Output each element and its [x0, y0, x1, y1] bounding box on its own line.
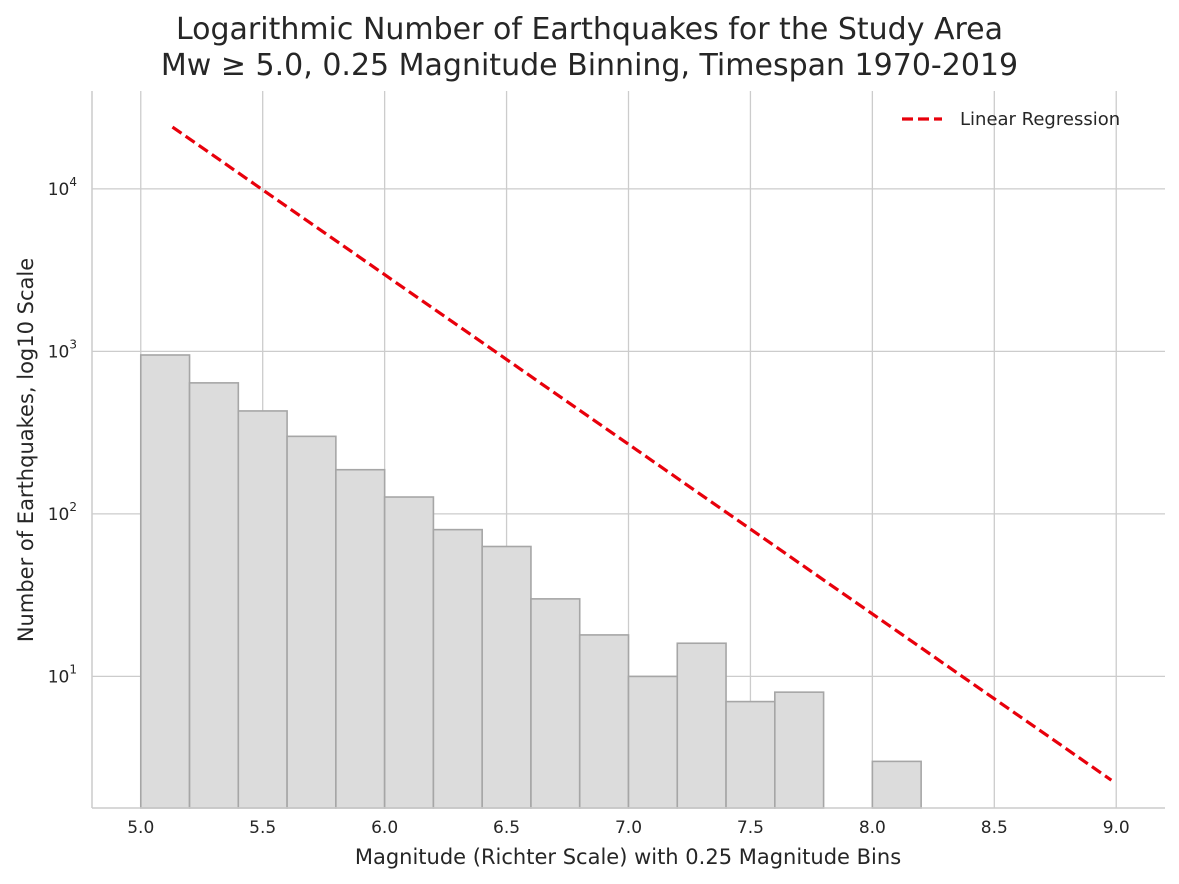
axes-layer: [91, 91, 1165, 809]
y-tick-label: 101: [48, 662, 77, 687]
histogram-bar: [383, 496, 435, 809]
y-tick-label: 102: [48, 500, 77, 525]
histogram-bar: [335, 468, 386, 809]
chart-subtitle: Mw ≥ 5.0, 0.25 Magnitude Binning, Timesp…: [160, 48, 1019, 83]
histogram-bar: [432, 528, 483, 809]
grid-layer: [92, 91, 1165, 808]
x-tick-label: 8.0: [859, 818, 886, 838]
chart-title: Logarithmic Number of Earthquakes for th…: [175, 12, 1004, 47]
histogram-bar: [676, 642, 727, 809]
bars-layer: [139, 354, 922, 809]
histogram-bar: [237, 410, 288, 809]
histogram-bar: [578, 634, 630, 809]
x-tick-label: 7.5: [737, 818, 764, 838]
histogram-bar: [627, 675, 679, 809]
y-tick-label: 104: [48, 175, 77, 200]
ticks-layer: 5.0 5.5 6.0 6.5 7.0 7.5 8.0 8.5 9.0 101 102 103 104: [48, 175, 1130, 838]
histogram-bar: [725, 700, 776, 809]
histogram-bar: [481, 545, 532, 809]
histogram-bar: [188, 382, 240, 809]
histogram-bar: [774, 691, 825, 809]
y-tick-label: 103: [48, 337, 77, 362]
x-tick-label: 9.0: [1103, 818, 1130, 838]
x-tick-label: 6.5: [493, 818, 520, 838]
x-axis-label: Magnitude (Richter Scale) with 0.25 Magn…: [355, 845, 901, 869]
legend: Linear Regression: [902, 109, 1120, 130]
x-tick-label: 5.0: [127, 818, 154, 838]
legend-label-linear-regression: Linear Regression: [960, 109, 1120, 130]
histogram-bar: [530, 598, 581, 809]
histogram-bar: [871, 760, 922, 809]
x-tick-label: 6.0: [371, 818, 398, 838]
x-tick-label: 8.5: [981, 818, 1008, 838]
y-axis-label: Number of Earthquakes, log10 Scale: [14, 258, 38, 642]
histogram-bar: [139, 354, 191, 809]
x-tick-label: 7.0: [615, 818, 642, 838]
x-tick-label: 5.5: [249, 818, 276, 838]
regression-line: [171, 125, 1113, 782]
series-layer: [171, 125, 1113, 782]
histogram-bar: [286, 435, 337, 809]
